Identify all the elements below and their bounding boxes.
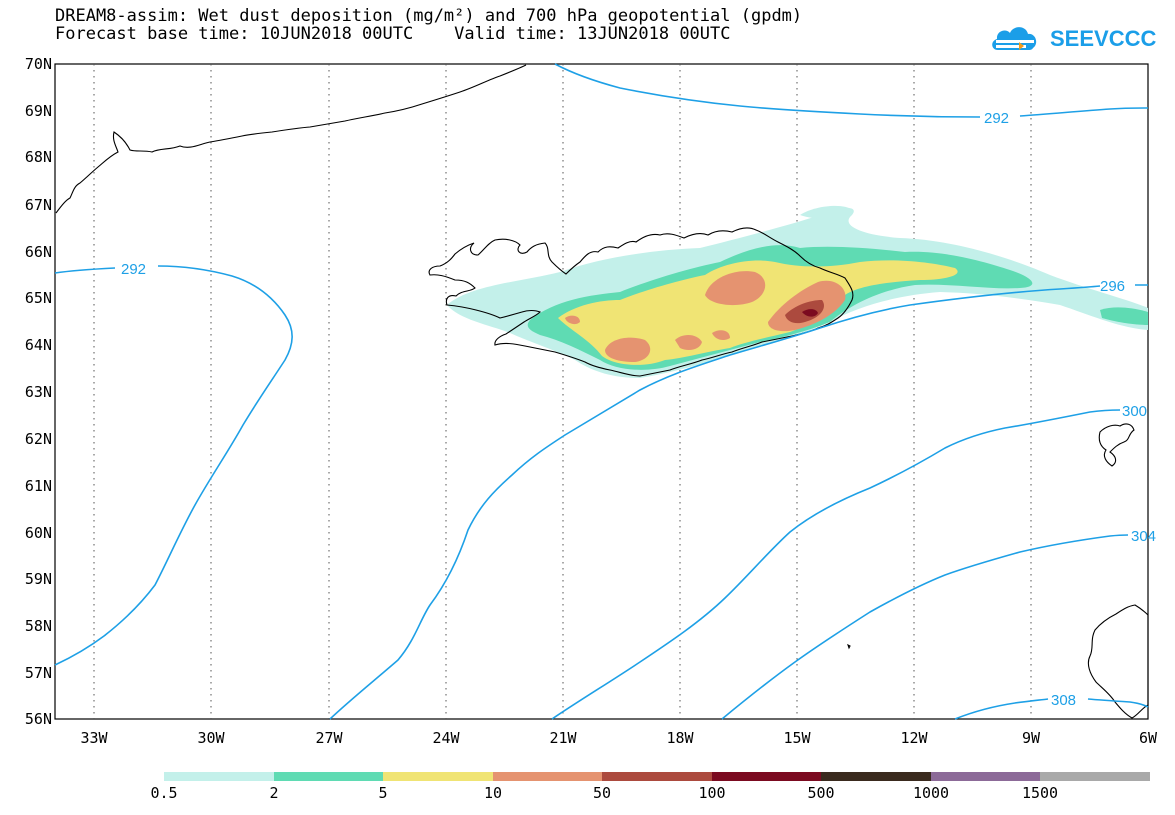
contour-label-292-west: 292 — [121, 261, 146, 278]
contour-304 — [721, 534, 1129, 720]
lon-label-27w: 27W — [315, 729, 343, 747]
lat-label-62n: 62N — [24, 430, 52, 448]
deposition-band-10-b — [705, 271, 766, 306]
colorbar-label-1500: 1500 — [1021, 784, 1059, 802]
lat-label-58n: 58N — [24, 617, 52, 635]
lon-label-12w: 12W — [900, 729, 928, 747]
contour-300 — [551, 409, 1121, 720]
colorbar-swatch-10 — [493, 772, 602, 781]
lat-label-68n: 68N — [24, 148, 52, 166]
dust-deposition-field — [447, 205, 1148, 378]
lat-label-63n: 63N — [24, 383, 52, 401]
coastlines — [55, 64, 1149, 719]
lon-label-21w: 21W — [549, 729, 577, 747]
colorbar-label-0.5: 0.5 — [150, 784, 178, 802]
lat-label-59n: 59N — [24, 570, 52, 588]
deposition-band-100 — [802, 309, 818, 317]
lat-label-61n: 61N — [24, 477, 52, 495]
colorbar-swatch-2 — [274, 772, 383, 781]
colorbar-swatch-500 — [821, 772, 931, 781]
iceland-coast — [428, 227, 854, 377]
faroe-islands — [1098, 423, 1135, 467]
deposition-band-10-f — [712, 330, 730, 341]
lat-label-60n: 60N — [24, 524, 52, 542]
graticule — [93, 64, 1032, 719]
greenland-coast — [55, 64, 527, 214]
contour-296 — [329, 284, 1148, 720]
lat-label-57n: 57N — [24, 664, 52, 682]
forecast-times: Forecast base time: 10JUN2018 00UTC Vali… — [55, 24, 731, 44]
chart-title: DREAM8-assim: Wet dust deposition (mg/m²… — [55, 6, 803, 26]
colorbar-label-100: 100 — [698, 784, 726, 802]
logo-text: SEEVCCC — [1050, 26, 1157, 51]
lat-label-64n: 64N — [24, 336, 52, 354]
colorbar-label-5: 5 — [378, 784, 388, 802]
lon-label-33w: 33W — [80, 729, 108, 747]
deposition-band-10-e — [565, 315, 580, 325]
lat-label-56n: 56N — [24, 710, 52, 728]
contour-labels: 292 292 296 300 304 308 — [121, 110, 1156, 709]
contour-label-300: 300 — [1122, 403, 1147, 420]
colorbar-label-1000: 1000 — [912, 784, 950, 802]
deposition-band-5 — [558, 260, 958, 365]
lon-label-15w: 15W — [783, 729, 811, 747]
contour-label-296: 296 — [1100, 278, 1125, 295]
colorbar-swatch-1500 — [1040, 772, 1150, 781]
deposition-band-2-east — [1100, 307, 1148, 325]
contour-308 — [954, 698, 1149, 720]
colorbar-label-2: 2 — [269, 784, 279, 802]
rockall-islet — [847, 643, 851, 650]
colorbar-label-500: 500 — [807, 784, 835, 802]
deposition-band-0.5-patch — [800, 205, 852, 219]
lat-label-70n: 70N — [24, 55, 52, 73]
lat-label-67n: 67N — [24, 196, 52, 214]
colorbar-label-50: 50 — [592, 784, 612, 802]
map-frame — [54, 63, 1149, 720]
scotland-coast — [1087, 604, 1149, 719]
lat-label-69n: 69N — [24, 102, 52, 120]
contour-292-north — [554, 63, 1149, 118]
lon-label-6w: 6W — [1138, 729, 1158, 747]
lat-label-66n: 66N — [24, 243, 52, 261]
deposition-band-10-d — [675, 334, 702, 350]
lon-label-9w: 9W — [1021, 729, 1041, 747]
contour-292-west — [54, 265, 293, 666]
colorbar-label-10: 10 — [483, 784, 503, 802]
colorbar-swatch-0.5 — [164, 772, 274, 781]
cloud-logo-icon — [992, 27, 1037, 50]
geopotential-contours — [54, 63, 1149, 720]
contour-label-304: 304 — [1131, 528, 1156, 545]
contour-label-292-north: 292 — [984, 110, 1009, 127]
colorbar-swatch-1000 — [931, 772, 1040, 781]
contour-label-308: 308 — [1051, 692, 1076, 709]
lat-label-65n: 65N — [24, 289, 52, 307]
lon-label-24w: 24W — [432, 729, 460, 747]
deposition-band-10-a — [605, 337, 651, 362]
lon-label-30w: 30W — [197, 729, 225, 747]
lon-label-18w: 18W — [666, 729, 694, 747]
colorbar-swatch-50 — [602, 772, 712, 781]
colorbar-swatch-5 — [383, 772, 493, 781]
colorbar-swatch-100 — [712, 772, 821, 781]
